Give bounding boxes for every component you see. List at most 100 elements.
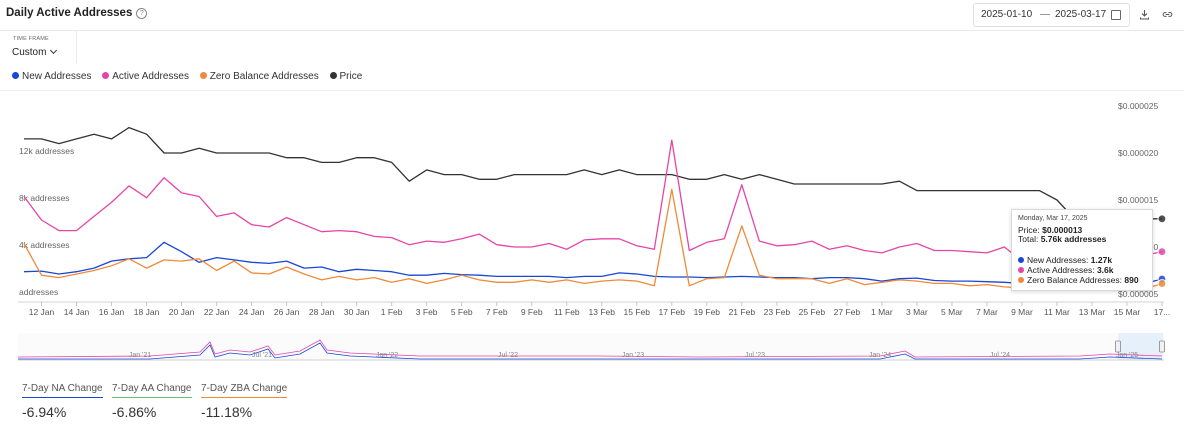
tooltip-active-label: Active Addresses: [1027, 265, 1095, 275]
x-tick-label: 5 Feb [451, 307, 473, 317]
x-tick-label: 23 Feb [764, 307, 791, 317]
legend-dot-price [329, 72, 337, 79]
legend-item-price[interactable]: Price [329, 71, 363, 82]
x-axis: 12 Jan 14 Jan 16 Jan 18 Jan 20 Jan 22 Jan 24 J… [18, 301, 1171, 317]
tooltip-total-value: 5.76k addresses [1040, 234, 1107, 244]
y-left-tick-label: 12k addresses [19, 146, 74, 156]
x-tick-label: 27 Feb [834, 307, 861, 317]
y-left-tick-label: 4k addresses [19, 240, 70, 250]
navigator-handle[interactable] [1159, 340, 1165, 353]
x-tick-label: 9 Mar [1011, 307, 1033, 317]
tooltip-row-active: Active Addresses: 3.6k [1018, 265, 1113, 275]
x-tick-label: 1 Feb [381, 307, 403, 317]
tooltip-dot-zero [1018, 277, 1024, 283]
tooltip-total-label: Total: [1018, 234, 1039, 244]
timeframe-value[interactable]: Custom [12, 47, 47, 58]
tooltip-row-new: New Addresses: 1.27k [1018, 255, 1112, 265]
series-line-new[interactable] [23, 241, 1163, 285]
tooltip: Monday, Mar 17, 2025 Price: $0.000013 To… [1011, 209, 1153, 291]
x-tick-label: 30 Jan [344, 307, 370, 317]
tooltip-price-value: $0.000013 [1042, 225, 1083, 235]
calendar-icon[interactable] [1111, 10, 1121, 20]
x-tick-label: 7 Mar [976, 307, 998, 317]
navigator-handle[interactable] [1115, 340, 1121, 353]
navigator[interactable]: Jan '21 Jul '21 Jan '22 Jul '22 Jan '23 Jul '… [17, 333, 1165, 361]
series-line-zero[interactable] [23, 188, 1163, 290]
hover-marker-zero [1157, 278, 1167, 289]
hover-markers [1157, 214, 1167, 289]
hover-marker-active [1157, 247, 1167, 257]
legend-label-price: Price [339, 71, 363, 82]
x-tick-label: 13 Feb [589, 307, 616, 317]
legend-item-active[interactable]: Active Addresses [102, 71, 189, 82]
tooltip-total: Total: 5.76k addresses [1018, 234, 1106, 244]
date-separator [1040, 14, 1050, 15]
stat-zba: 7-Day ZBA Change -11.18% [201, 383, 288, 420]
y-right-tick-label: $0.000025 [1118, 101, 1158, 111]
stat-na-value: -6.94% [22, 404, 67, 420]
tooltip-new-label: New Addresses: [1027, 255, 1089, 265]
chart-legend: New Addresses Active Addresses Zero Bala… [12, 71, 370, 83]
series-lines [23, 126, 1163, 290]
navigator-label: Jan '24 [869, 352, 891, 359]
tooltip-dot-new [1018, 257, 1024, 263]
stat-aa-label: 7-Day AA Change [112, 383, 192, 398]
x-tick-label: 7 Feb [486, 307, 508, 317]
date-end[interactable]: 2025-03-17 [1055, 9, 1107, 20]
title-text: Daily Active Addresses [6, 7, 133, 19]
navigator-label: Jan '21 [129, 352, 151, 359]
tooltip-price-label: Price: [1018, 225, 1040, 235]
x-tick-label: 5 Mar [941, 307, 963, 317]
help-icon[interactable]: ? [136, 8, 148, 19]
left-axis: addresses 4k addresses 8k addresses 12k add… [19, 146, 74, 297]
stat-na-label: 7-Day NA Change [22, 383, 103, 398]
legend-dot-zero [199, 72, 207, 79]
date-range-picker[interactable]: 2025-01-10 2025-03-17 [973, 3, 1130, 27]
x-tick-label: 20 Jan [169, 307, 195, 317]
x-tick-label: 24 Jan [239, 307, 265, 317]
stat-aa-value: -6.86% [112, 404, 157, 420]
x-tick-label: 3 Feb [416, 307, 438, 317]
y-right-tick-label: $0.000020 [1118, 148, 1158, 158]
legend-label-new: New Addresses [22, 71, 92, 82]
timeframe-label: TIME FRAME [13, 36, 49, 42]
tooltip-zero-value: 890 [1124, 275, 1139, 285]
link-icon[interactable] [1162, 9, 1173, 20]
x-tick-label: 16 Jan [99, 307, 125, 317]
timeframe-selector[interactable]: TIME FRAME Custom [0, 31, 77, 63]
x-tick-label: 28 Jan [309, 307, 335, 317]
series-line-active[interactable] [23, 139, 1163, 262]
navigator-label: Jul '23 [745, 352, 765, 359]
legend-item-zero[interactable]: Zero Balance Addresses [199, 71, 319, 82]
tooltip-date: Monday, Mar 17, 2025 [1018, 215, 1088, 222]
tooltip-active-value: 3.6k [1096, 265, 1114, 275]
navigator-label: Jan '22 [376, 352, 398, 359]
download-icon[interactable] [1139, 9, 1150, 20]
x-tick-label: 11 Feb [554, 307, 580, 317]
y-right-tick-label: $0.000015 [1118, 195, 1158, 205]
tooltip-dot-active [1018, 267, 1024, 273]
page-title: Daily Active Addresses? [6, 7, 148, 19]
navigator-line-new [18, 342, 1163, 360]
legend-label-zero: Zero Balance Addresses [209, 71, 319, 82]
x-tick-label: 11 Mar [1044, 307, 1070, 317]
x-tick-label: 17 Feb [659, 307, 686, 317]
navigator-label: Jul '21 [252, 352, 272, 359]
hover-marker-price [1157, 214, 1167, 224]
x-tick-label: 1 Mar [871, 307, 893, 317]
date-start[interactable]: 2025-01-10 [981, 9, 1033, 20]
navigator-label: Jan '23 [622, 352, 644, 359]
x-tick-label: 15 Feb [624, 307, 651, 317]
series-line-price[interactable] [24, 126, 1162, 220]
x-tick-label: 15 Mar [1114, 307, 1141, 317]
tooltip-zero-label: Zero Balance Addresses: [1027, 275, 1122, 285]
legend-item-new[interactable]: New Addresses [12, 71, 91, 82]
tooltip-row-zero: Zero Balance Addresses: 890 [1018, 275, 1139, 285]
divider [0, 90, 1184, 91]
x-tick-label: 19 Feb [694, 307, 721, 317]
x-tick-label: 17... [1154, 307, 1171, 317]
x-tick-label: 22 Jan [204, 307, 230, 317]
x-tick-label: 9 Feb [521, 307, 543, 317]
stat-zba-label: 7-Day ZBA Change [201, 383, 288, 398]
